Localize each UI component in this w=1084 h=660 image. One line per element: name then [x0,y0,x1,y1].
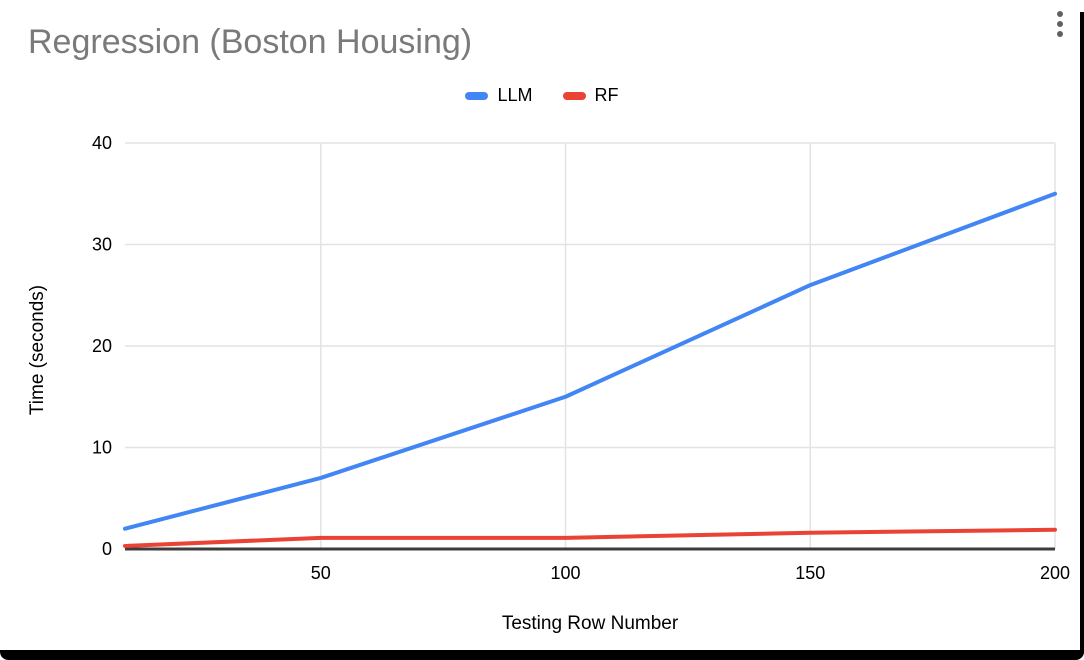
kebab-dot [1057,31,1063,37]
chart-title: Regression (Boston Housing) [28,23,473,61]
series-line-rf [123,527,1057,548]
y-axis-title: Time (seconds) [27,284,48,416]
y-tick-label: 10 [92,438,112,458]
kebab-dot [1057,11,1063,17]
window-border-right [1080,12,1084,654]
legend-item-rf[interactable]: RF [562,85,619,106]
series-line-llm [123,191,1057,531]
kebab-dot [1057,21,1063,27]
legend-label-rf: RF [594,85,619,105]
legend-swatch-llm-icon [465,91,489,100]
chart-legend: LLM RF [0,85,1084,106]
legend-swatch-rf-icon [562,91,586,100]
x-tick-label: 100 [551,563,581,583]
x-tick-label: 50 [311,563,331,583]
kebab-menu-icon[interactable] [1050,7,1070,41]
window-border-bottom [0,650,1084,660]
x-tick-label: 150 [795,563,825,583]
x-tick-label: 200 [1040,563,1070,583]
x-axis-title: Testing Row Number [501,613,679,634]
y-tick-label: 30 [92,235,112,255]
y-tick-label: 0 [102,539,112,559]
y-tick-label: 40 [92,133,112,153]
y-tick-label: 20 [92,336,112,356]
legend-item-llm[interactable]: LLM [465,85,533,106]
legend-label-llm: LLM [497,85,533,105]
